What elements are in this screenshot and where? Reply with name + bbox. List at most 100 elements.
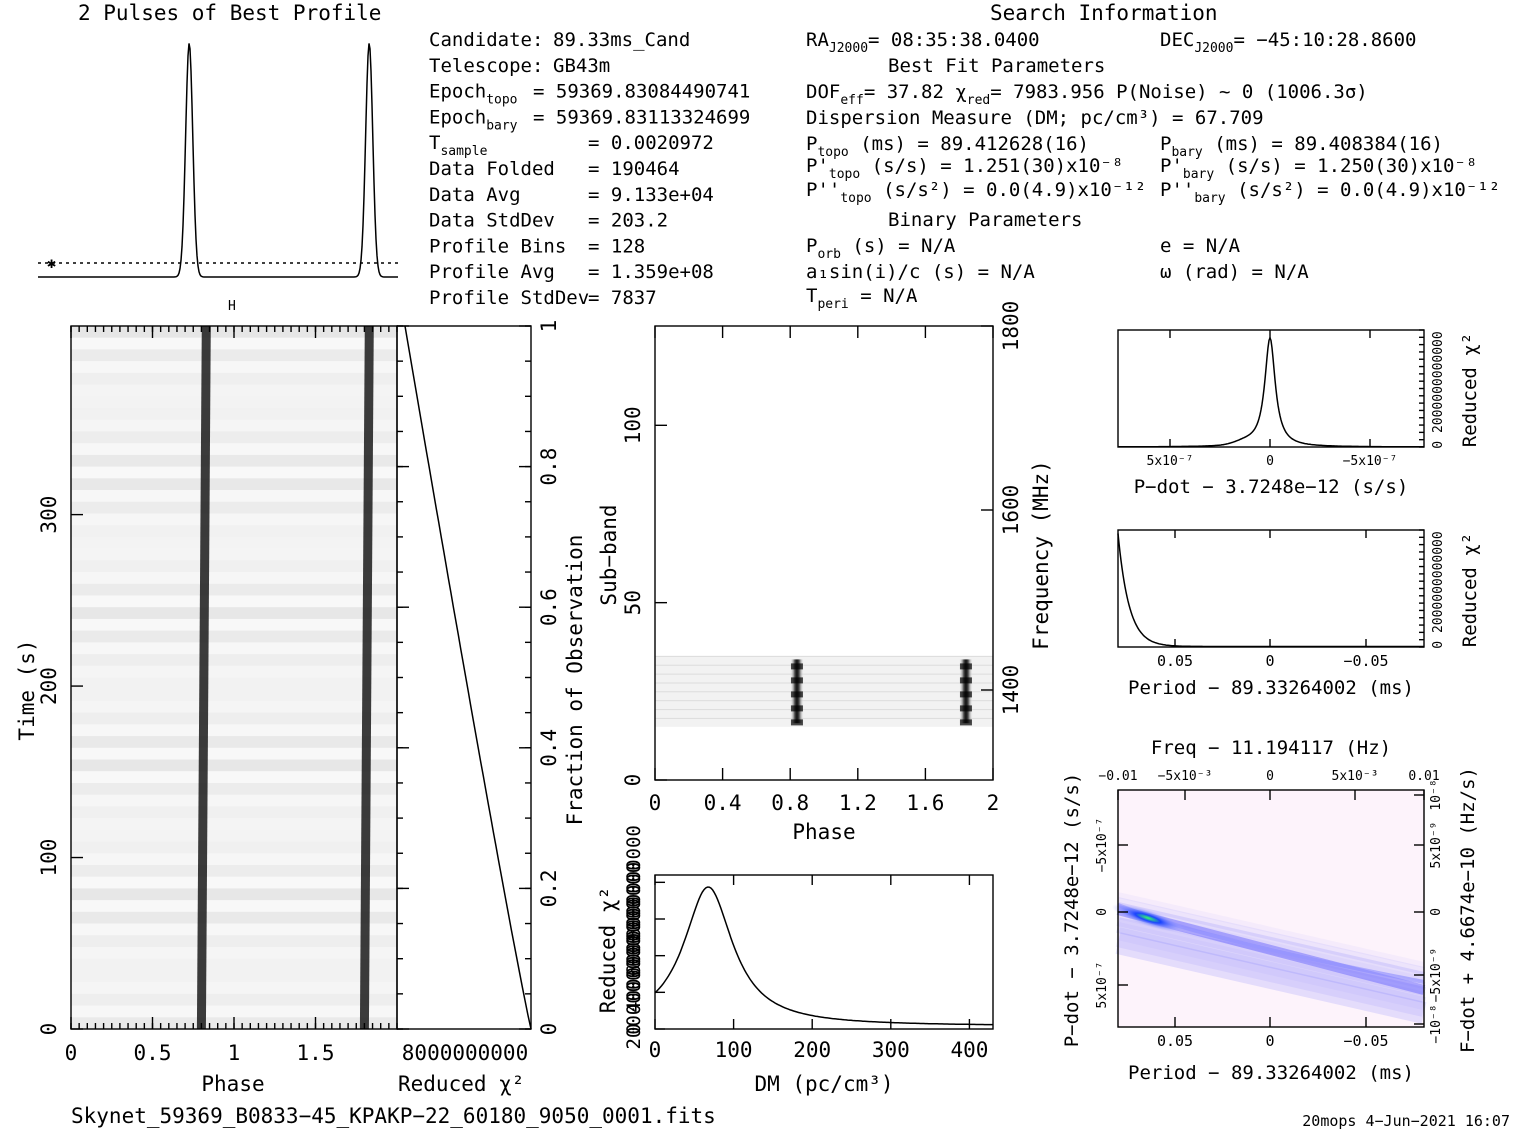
- info-value: = 59369.83084490741: [533, 81, 750, 103]
- ppdot-streak: [1117, 897, 1425, 975]
- binary-header: Binary Parameters: [888, 209, 1082, 231]
- subband-ticks: 0 0.4 0.8 1.2 1.6 2 0 50 100 1400 1600 1800: [621, 301, 1023, 815]
- ppdot-background: [1118, 790, 1424, 1027]
- pulse-track-2: [359, 325, 374, 1030]
- profile-title: 2 Pulses of Best Profile: [78, 1, 381, 25]
- dm-label: DM (pc/cm³): [754, 1072, 893, 1096]
- heatmap-row: [71, 689, 397, 702]
- period-label: Period − 89.33264002 (ms): [1128, 677, 1414, 699]
- x-tick-label: 1: [228, 1041, 241, 1065]
- heatmap-row: [71, 829, 397, 842]
- x-tick-label: 2: [987, 791, 1000, 815]
- subband-pulse-dot: [959, 719, 972, 726]
- info-key: Data StdDev: [429, 210, 555, 232]
- info-key: Data Folded: [429, 158, 555, 180]
- left-tick-label: 5x10⁻⁷: [1095, 962, 1110, 1009]
- heatmap-row: [71, 818, 397, 831]
- chi2-time-ticks: 0 0.2 0.4 0.6 0.8 1 8000000000: [397, 320, 561, 1065]
- y-tick-label: 50: [621, 590, 645, 615]
- search-title: Search Information: [990, 1, 1218, 25]
- x-tick-label: 0: [65, 1041, 78, 1065]
- heatmap-row: [71, 408, 397, 421]
- heatmap-row: [71, 560, 397, 573]
- info-key: Profile StdDev: [429, 287, 589, 309]
- pulse-track-1: [196, 325, 211, 1030]
- y-tick-label: 0: [621, 774, 645, 787]
- heatmap-row: [71, 454, 397, 468]
- heatmap-row: [71, 900, 397, 913]
- subband-pulse-dot: [790, 691, 803, 698]
- heatmap-row: [71, 700, 397, 714]
- heatmap-row: [71, 982, 397, 995]
- heatmap-row: [71, 572, 397, 585]
- info-value: = 59369.83113324699: [533, 106, 750, 128]
- footer-user-date: 20mops 4−Jun−2021 16:07: [1302, 1112, 1510, 1130]
- info-value: = 128: [588, 235, 645, 257]
- heatmap-row: [71, 337, 397, 350]
- ppdot-streak: [1117, 892, 1425, 968]
- heatmap-row: [71, 384, 397, 397]
- dm-frame: [654, 874, 994, 1030]
- x-tick-label: 0: [649, 1038, 662, 1062]
- y-tick-label: 100: [621, 406, 645, 444]
- heatmap-row: [71, 876, 397, 889]
- y-tick-label: 6000000000: [623, 862, 645, 976]
- period-curve: [1117, 533, 1424, 648]
- pdtopo-line: P'topo (s/s) = 1.251(30)x10⁻⁸: [806, 155, 1123, 182]
- subband-frame: [654, 325, 994, 781]
- x-tick-label: 1.5: [297, 1041, 335, 1065]
- pdot-label: P−dot − 3.7248e−12 (s/s): [1134, 476, 1409, 498]
- subband-line: [655, 664, 993, 666]
- y-tick-label: 2000000000: [623, 935, 645, 1049]
- info-value: = 203.2: [588, 210, 668, 232]
- right-tick-label: −10⁻⁸: [1429, 1004, 1444, 1043]
- heatmap-row: [71, 607, 397, 620]
- dm-plot: 0 100 200 300 400 020000000004000000000600000…: [623, 825, 994, 1062]
- subband-line: [655, 717, 993, 719]
- y-tick-label: 1: [537, 320, 561, 333]
- phase-label-mid: Phase: [792, 820, 855, 844]
- a1-line: a₁sin(i)/c (s) = N/A: [806, 261, 1035, 283]
- profile-plot: ✱: [38, 43, 398, 278]
- x-tick-label: 5x10⁻⁷: [1147, 454, 1194, 469]
- top-tick-label: 5x10⁻³: [1332, 769, 1379, 784]
- ppdot-peak: [1111, 904, 1185, 932]
- subband-pulse-dot: [959, 677, 972, 684]
- x-tick-label: 0: [1265, 652, 1274, 670]
- heatmap-rows: [71, 326, 397, 1030]
- x-tick-label: 300: [872, 1038, 910, 1062]
- period-chi2-label: Reduced χ²: [1459, 533, 1481, 647]
- info-value: = 1.359e+08: [588, 261, 714, 283]
- heatmap-row: [71, 372, 397, 386]
- y-tick-label: 0.2: [537, 869, 561, 907]
- y-tick-label: 8000000000: [623, 825, 645, 939]
- heatmap-row: [71, 712, 397, 725]
- y-tick-label: 0.4: [537, 729, 561, 767]
- period-plot: 0.05 0 −0.05 0 2000000000000: [1117, 529, 1446, 670]
- pdot-chi2-label: Reduced χ²: [1459, 333, 1481, 447]
- subband-line: [655, 682, 993, 684]
- best-fit-header: Best Fit Parameters: [888, 55, 1105, 77]
- y-tick-label: 200: [37, 667, 61, 705]
- y-tick-label: 4000000000: [623, 898, 645, 1012]
- ppdot-streaks: [1111, 892, 1427, 1024]
- ppdot-streak: [1115, 927, 1427, 1017]
- heatmap-row: [71, 865, 397, 878]
- subband-line: [655, 709, 993, 711]
- dm-line: Dispersion Measure (DM; pc/cm³) = 67.709: [806, 107, 1264, 129]
- phase-label-left: Phase: [201, 1072, 264, 1096]
- x-tick-label: 100: [715, 1038, 753, 1062]
- info-key: Telescope:: [429, 55, 543, 77]
- heatmap-row: [71, 806, 397, 819]
- heatmap-row: [71, 958, 397, 971]
- heatmap-row: [71, 431, 397, 444]
- profile-line: [38, 43, 398, 278]
- info-key: Data Avg: [429, 184, 521, 206]
- heatmap-row: [71, 536, 397, 550]
- heatmap-row: [71, 841, 397, 854]
- pdot-curve: [1118, 335, 1424, 448]
- heatmap-row: [71, 736, 397, 749]
- heatmap-row: [71, 794, 397, 807]
- info-key-sub: sample: [440, 144, 487, 159]
